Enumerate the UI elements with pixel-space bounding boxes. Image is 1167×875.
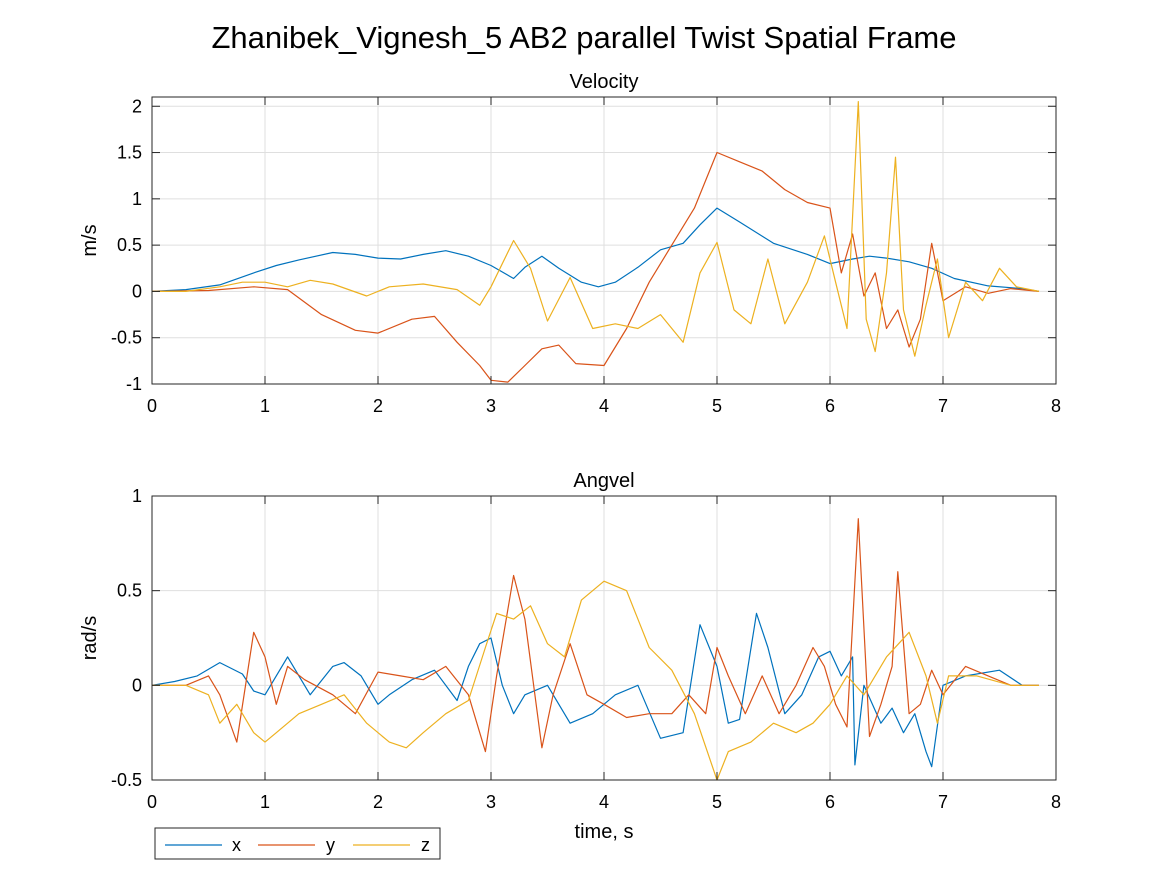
- x-tick-label: 7: [938, 792, 948, 812]
- legend-label-x: x: [232, 835, 241, 855]
- x-tick-label: 6: [825, 396, 835, 416]
- y-tick-label: 0: [132, 281, 142, 301]
- y-tick-label: 1: [132, 189, 142, 209]
- y-tick-label: 0.5: [117, 235, 142, 255]
- angvel-x-label: time, s: [575, 821, 634, 843]
- velocity-series-z: [152, 101, 1040, 357]
- x-tick-label: 0: [147, 792, 157, 812]
- y-tick-label: -0.5: [111, 770, 142, 790]
- angvel-series-z: [152, 580, 1039, 781]
- x-tick-label: 4: [599, 396, 609, 416]
- legend-label-y: y: [326, 835, 335, 855]
- angvel-y-label: rad/s: [79, 616, 101, 660]
- x-tick-label: 6: [825, 792, 835, 812]
- x-tick-label: 2: [373, 792, 383, 812]
- x-tick-label: 5: [712, 792, 722, 812]
- angvel-axes-title: Angvel: [573, 470, 634, 492]
- velocity-y-label: m/s: [79, 224, 101, 256]
- legend-box: [154, 827, 441, 860]
- x-tick-label: 5: [712, 396, 722, 416]
- velocity-axes-title: Velocity: [570, 71, 639, 93]
- velocity-series-x: [151, 207, 1040, 292]
- x-tick-label: 8: [1051, 792, 1061, 812]
- x-tick-label: 1: [260, 792, 270, 812]
- x-tick-label: 0: [147, 396, 157, 416]
- y-tick-label: 0.5: [117, 581, 142, 601]
- x-tick-label: 1: [260, 396, 270, 416]
- velocity-axes: 0 1 2 3 4 5 6 7 8 -1 -0.5 0 0.5 1 1.5 2 Velocity m/s: [79, 71, 1061, 416]
- angvel-series-x: [151, 612, 1039, 768]
- legend: x y z: [154, 827, 441, 860]
- x-tick-label: 3: [486, 396, 496, 416]
- x-tick-label: 3: [486, 792, 496, 812]
- x-tick-label: 2: [373, 396, 383, 416]
- y-tick-label: 2: [132, 96, 142, 116]
- legend-label-z: z: [421, 835, 430, 855]
- figure-title: Zhanibek_Vignesh_5 AB2 parallel Twist Sp…: [211, 20, 956, 55]
- y-tick-label: -0.5: [111, 328, 142, 348]
- y-tick-label: -1: [126, 374, 142, 394]
- y-tick-label: 1.5: [117, 143, 142, 163]
- y-tick-label: 0: [132, 675, 142, 695]
- x-tick-label: 7: [938, 396, 948, 416]
- x-tick-label: 8: [1051, 396, 1061, 416]
- y-tick-label: 1: [132, 486, 142, 506]
- x-tick-label: 4: [599, 792, 609, 812]
